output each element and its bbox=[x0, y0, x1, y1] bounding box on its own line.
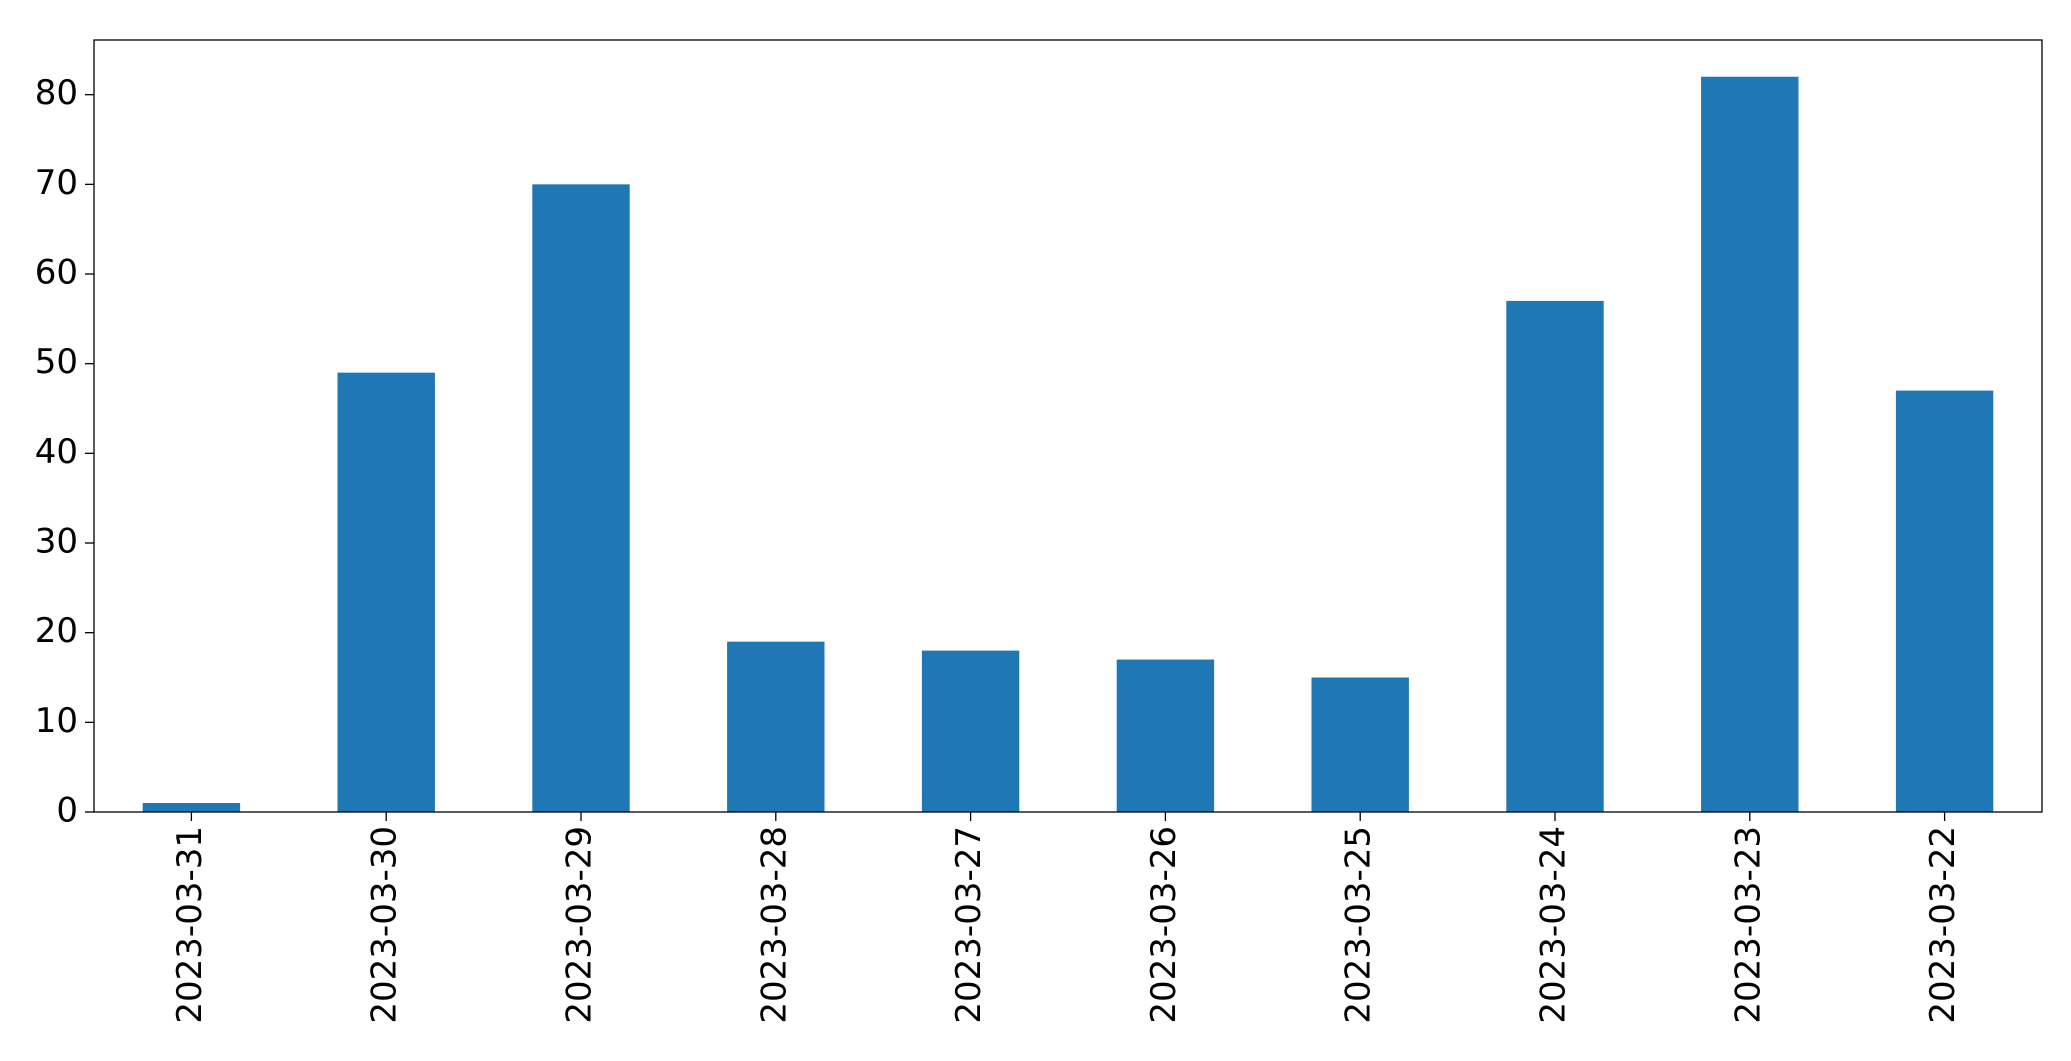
y-tick-label: 20 bbox=[35, 611, 78, 651]
y-tick-label: 40 bbox=[35, 432, 78, 472]
x-tick-label: 2023-03-25 bbox=[1339, 826, 1379, 1024]
bar bbox=[1116, 659, 1215, 812]
bar bbox=[1701, 76, 1799, 812]
bar bbox=[1895, 390, 1994, 812]
y-tick-label: 30 bbox=[35, 522, 78, 562]
bar bbox=[727, 641, 825, 812]
bar bbox=[1311, 677, 1409, 812]
x-tick-label: 2023-03-22 bbox=[1923, 826, 1963, 1024]
y-tick-label: 60 bbox=[35, 253, 78, 293]
bar bbox=[142, 803, 241, 812]
x-tick-label: 2023-03-30 bbox=[365, 826, 405, 1024]
y-tick-label: 80 bbox=[35, 73, 78, 113]
y-tick-label: 0 bbox=[56, 791, 78, 831]
x-tick-label: 2023-03-23 bbox=[1728, 826, 1768, 1024]
x-tick-label: 2023-03-31 bbox=[170, 826, 210, 1024]
plot-frame bbox=[93, 39, 2043, 813]
y-tick-label: 10 bbox=[35, 701, 78, 741]
y-tick-label: 50 bbox=[35, 342, 78, 382]
y-tick-label: 70 bbox=[35, 163, 78, 203]
x-tick-label: 2023-03-27 bbox=[949, 826, 989, 1024]
x-tick-label: 2023-03-28 bbox=[754, 826, 794, 1024]
x-tick-label: 2023-03-29 bbox=[560, 826, 600, 1024]
bar bbox=[1506, 300, 1604, 812]
x-tick-label: 2023-03-26 bbox=[1144, 826, 1184, 1024]
x-tick-label: 2023-03-24 bbox=[1534, 826, 1574, 1024]
bar bbox=[532, 184, 630, 812]
bar bbox=[337, 372, 435, 812]
bar bbox=[921, 650, 1020, 812]
